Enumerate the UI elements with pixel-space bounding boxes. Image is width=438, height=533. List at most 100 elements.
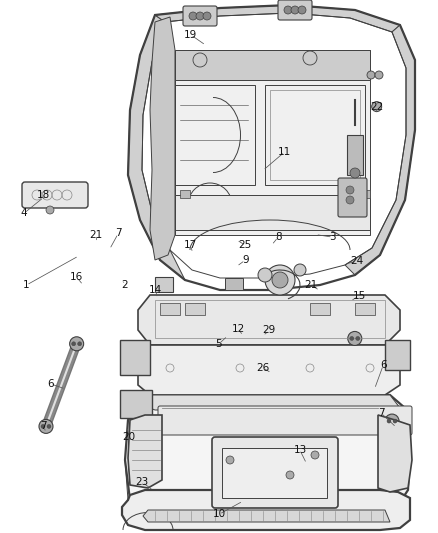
Circle shape <box>47 424 51 429</box>
Circle shape <box>367 71 375 79</box>
Polygon shape <box>128 15 185 280</box>
Text: 18: 18 <box>37 190 50 199</box>
Text: 13: 13 <box>293 446 307 455</box>
Bar <box>347 135 363 175</box>
Text: 2: 2 <box>121 280 128 290</box>
Text: 24: 24 <box>350 256 364 266</box>
Circle shape <box>39 419 53 433</box>
Bar <box>175 85 255 185</box>
Text: 8: 8 <box>275 232 282 242</box>
Circle shape <box>385 414 399 428</box>
Bar <box>160 303 180 315</box>
Text: 17: 17 <box>184 240 197 250</box>
FancyBboxPatch shape <box>183 6 217 26</box>
Text: 5: 5 <box>215 339 223 349</box>
Text: 9: 9 <box>242 255 249 265</box>
Polygon shape <box>142 395 400 410</box>
Text: 20: 20 <box>123 432 136 442</box>
Text: 10: 10 <box>212 510 226 519</box>
Bar <box>155 300 385 338</box>
Text: 7: 7 <box>40 422 47 431</box>
FancyBboxPatch shape <box>338 178 367 217</box>
Circle shape <box>350 168 360 178</box>
Circle shape <box>294 264 306 276</box>
Bar <box>175 50 370 80</box>
Polygon shape <box>122 490 410 530</box>
Polygon shape <box>345 25 415 275</box>
Polygon shape <box>378 415 412 492</box>
Text: 25: 25 <box>239 240 252 250</box>
Circle shape <box>346 186 354 194</box>
Polygon shape <box>125 395 410 525</box>
Circle shape <box>348 332 362 345</box>
Bar <box>185 303 205 315</box>
Text: 23: 23 <box>136 478 149 487</box>
Text: 6: 6 <box>47 379 54 389</box>
FancyBboxPatch shape <box>22 182 88 208</box>
Circle shape <box>72 342 76 346</box>
Text: 3: 3 <box>329 232 336 242</box>
Circle shape <box>346 196 354 204</box>
Bar <box>385 340 410 370</box>
Circle shape <box>258 268 272 282</box>
Polygon shape <box>138 295 400 345</box>
Circle shape <box>286 471 294 479</box>
Text: 12: 12 <box>232 325 245 334</box>
Bar <box>225 278 243 290</box>
Bar <box>222 448 327 498</box>
Text: 4: 4 <box>21 208 28 218</box>
Circle shape <box>284 6 292 14</box>
Text: 1: 1 <box>23 280 30 290</box>
Circle shape <box>41 424 45 429</box>
Circle shape <box>203 12 211 20</box>
FancyBboxPatch shape <box>278 0 312 20</box>
Bar <box>120 390 152 418</box>
Circle shape <box>375 71 383 79</box>
Polygon shape <box>150 17 175 260</box>
Text: 7: 7 <box>115 229 122 238</box>
Text: 14: 14 <box>149 286 162 295</box>
Circle shape <box>272 272 288 288</box>
Circle shape <box>350 336 354 341</box>
Polygon shape <box>138 345 400 395</box>
Circle shape <box>265 265 295 295</box>
Bar <box>270 90 360 180</box>
Circle shape <box>70 337 84 351</box>
Circle shape <box>372 102 381 111</box>
Text: 26: 26 <box>256 363 269 373</box>
Text: 15: 15 <box>353 291 366 301</box>
Text: 11: 11 <box>278 147 291 157</box>
Circle shape <box>46 206 54 214</box>
Circle shape <box>196 12 204 20</box>
FancyBboxPatch shape <box>212 437 338 508</box>
Bar <box>175 195 370 230</box>
Polygon shape <box>143 510 390 522</box>
Bar <box>155 277 173 292</box>
Bar <box>360 190 370 198</box>
Circle shape <box>78 342 81 346</box>
Text: 7: 7 <box>378 408 385 418</box>
Text: 21: 21 <box>304 280 318 290</box>
Text: 21: 21 <box>90 230 103 239</box>
Text: 16: 16 <box>70 272 83 282</box>
FancyBboxPatch shape <box>158 406 412 435</box>
Bar <box>175 50 370 235</box>
Polygon shape <box>128 415 162 488</box>
Text: 19: 19 <box>184 30 197 39</box>
Bar <box>265 85 365 185</box>
Bar <box>310 303 330 315</box>
Circle shape <box>226 456 234 464</box>
Circle shape <box>387 419 391 423</box>
Polygon shape <box>155 5 400 32</box>
Circle shape <box>356 336 360 341</box>
Circle shape <box>311 451 319 459</box>
Circle shape <box>393 419 397 423</box>
Text: 22: 22 <box>370 102 383 111</box>
Circle shape <box>298 6 306 14</box>
Bar <box>180 190 190 198</box>
Bar <box>355 303 375 315</box>
Bar <box>120 340 150 375</box>
Text: 29: 29 <box>263 326 276 335</box>
Text: 6: 6 <box>380 360 387 370</box>
Circle shape <box>291 6 299 14</box>
